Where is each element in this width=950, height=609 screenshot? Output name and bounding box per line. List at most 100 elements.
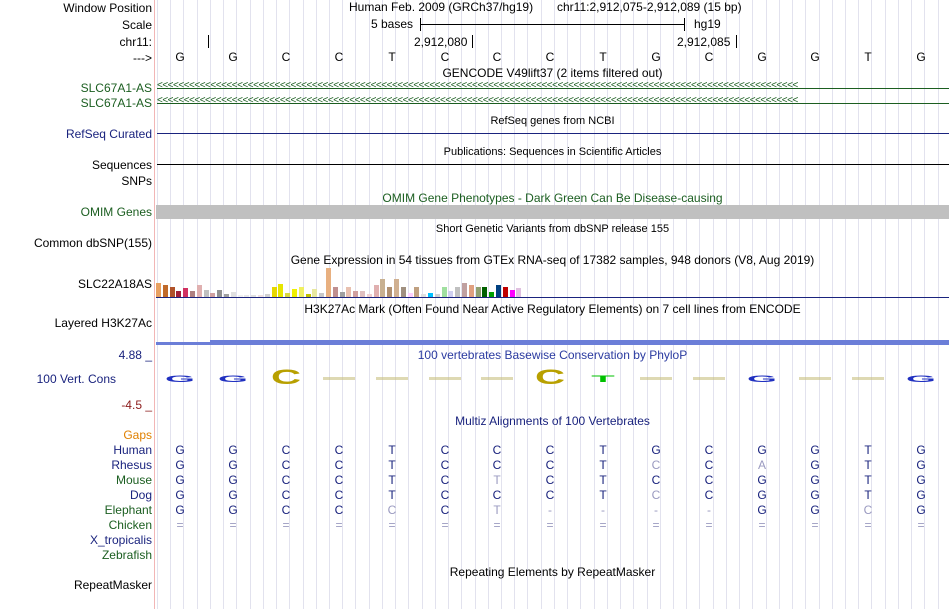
conservation-letter[interactable] [640,377,672,380]
gtex-label[interactable]: SLC22A18AS [77,277,152,291]
position-readout[interactable]: chr11:2,912,075-2,912,089 (15 bp) [557,0,742,14]
gtex-tissue-bar[interactable] [224,294,229,297]
gtex-tissue-bar[interactable] [360,291,365,297]
gtex-tissue-bar[interactable] [373,285,379,297]
gtex-tissue-bar[interactable] [176,291,182,297]
gtex-tissue-bar[interactable] [489,292,495,297]
gaps-label[interactable]: Gaps [123,428,152,442]
gtex-tissue-bar[interactable] [414,287,420,297]
gtex-tissue-bar[interactable] [258,295,263,297]
gtex-tissue-bar[interactable] [237,295,243,297]
gencode-track-title[interactable]: GENCODE V49lift37 (2 items filtered out) [442,66,663,80]
gtex-tissue-bar[interactable] [434,294,440,297]
refseq-track-title[interactable]: RefSeq genes from NCBI [490,115,615,127]
gtex-tissue-bar[interactable] [475,287,481,297]
gtex-tissue-bar[interactable] [264,294,270,297]
omim-track-title[interactable]: OMIM Gene Phenotypes - Dark Green Can Be… [382,191,723,205]
h3k27ac-signal-low[interactable] [156,342,210,345]
conservation-letter[interactable] [429,377,461,380]
multiz-track-title[interactable]: Multiz Alignments of 100 Vertebrates [455,414,650,428]
gtex-tissue-bar[interactable] [210,293,216,297]
dbsnp-track-title[interactable]: Short Genetic Variants from dbSNP releas… [435,223,670,235]
gtex-tissue-bar[interactable] [380,279,386,297]
dbsnp-label[interactable]: Common dbSNP(155) [33,236,152,250]
gtex-tissue-bar[interactable] [366,294,372,297]
omim-phenotype-bar[interactable] [156,205,949,219]
gtex-tissue-bar[interactable] [156,283,161,297]
conservation-letter[interactable]: G [218,375,248,385]
gtex-track-title[interactable]: Gene Expression in 54 tissues from GTEx … [290,253,815,267]
conservation-letter[interactable] [799,377,831,380]
conservation-letter[interactable] [693,377,725,380]
gtex-tissue-bar[interactable] [292,289,297,297]
conservation-letter[interactable]: T [591,375,615,385]
gtex-tissue-bar[interactable] [217,290,223,297]
conservation-letter[interactable]: C [534,365,566,389]
gtex-tissue-bar[interactable] [462,283,467,297]
gtex-tissue-bar[interactable] [441,287,447,297]
h3k27ac-label[interactable]: Layered H3K27Ac [54,316,152,330]
gtex-tissue-bar[interactable] [196,285,202,297]
gtex-tissue-bar[interactable] [387,287,393,297]
gtex-tissue-bar[interactable] [230,292,236,297]
multiz-species-label[interactable]: Mouse [115,473,152,487]
conservation-letter[interactable]: G [747,375,777,385]
multiz-species-label[interactable]: Elephant [104,503,152,517]
phylop-track-title[interactable]: 100 vertebrates Basewise Conservation by… [417,348,688,362]
multiz-species-label[interactable]: Human [113,443,152,457]
multiz-species-label[interactable]: Zebrafish [101,548,152,562]
gtex-tissue-bar[interactable] [278,284,284,297]
gtex-tissue-bar[interactable] [285,293,291,297]
gtex-tissue-bar[interactable] [394,279,399,297]
gtex-tissue-bar[interactable] [509,290,515,297]
cons-track-label[interactable]: 100 Vert. Cons [36,372,116,386]
gtex-tissue-bar[interactable] [162,285,168,297]
refseq-label[interactable]: RefSeq Curated [65,127,152,141]
gtex-tissue-bar[interactable] [326,268,331,297]
gtex-tissue-bar[interactable] [305,294,311,297]
multiz-species-label[interactable]: Dog [129,488,152,502]
gtex-tissue-bar[interactable] [407,293,413,297]
conservation-letter[interactable]: C [270,365,302,389]
gtex-tissue-bar[interactable] [183,288,189,297]
gtex-tissue-bar[interactable] [400,287,406,297]
conservation-letter[interactable] [852,377,884,380]
conservation-letter[interactable] [323,377,355,380]
gtex-tissue-bar[interactable] [244,295,250,297]
h3k27ac-signal[interactable] [210,340,949,345]
repeatmasker-track-title[interactable]: Repeating Elements by RepeatMasker [449,565,656,579]
omim-label[interactable]: OMIM Genes [80,205,152,219]
gencode-transcript-1[interactable]: <<<<<<<<<<<<<<<<<<<<<<<<<<<<<<<<<<<<<<<<… [157,82,949,94]
gtex-tissue-bar[interactable] [428,293,433,297]
conservation-letter[interactable] [481,377,513,380]
gtex-tissue-bar[interactable] [190,291,195,297]
multiz-species-label[interactable]: X_tropicalis [89,533,152,547]
conservation-letter[interactable]: G [906,375,936,385]
repeatmasker-label[interactable]: RepeatMasker [73,578,152,592]
gtex-tissue-bar[interactable] [468,285,474,297]
gtex-tissue-bar[interactable] [203,290,209,297]
gencode-transcript-2[interactable]: <<<<<<<<<<<<<<<<<<<<<<<<<<<<<<<<<<<<<<<<… [157,97,949,109]
conservation-letter[interactable]: G [165,375,195,385]
gtex-tissue-bar[interactable] [353,291,359,297]
gtex-tissue-bar[interactable] [502,287,508,297]
gencode-label-2[interactable]: SLC67A1-AS [80,96,152,110]
gtex-tissue-bar[interactable] [319,293,325,297]
multiz-species-label[interactable]: Rhesus [111,458,152,472]
h3k27ac-track-title[interactable]: H3K27Ac Mark (Often Found Near Active Re… [304,302,801,316]
snps-label[interactable]: SNPs [121,174,152,188]
refseq-gene-line[interactable] [157,133,949,134]
gtex-tissue-bar[interactable] [339,292,345,297]
gtex-tissue-bar[interactable] [482,287,488,297]
publications-track-title[interactable]: Publications: Sequences in Scientific Ar… [443,146,662,158]
gtex-expression-bars[interactable] [156,267,536,297]
gtex-tissue-bar[interactable] [298,287,304,297]
gtex-tissue-bar[interactable] [448,291,454,297]
gtex-tissue-bar[interactable] [346,287,352,297]
gtex-tissue-bar[interactable] [332,287,338,297]
conservation-letter[interactable] [376,377,408,380]
gtex-tissue-bar[interactable] [496,285,501,297]
gencode-label-1[interactable]: SLC67A1-AS [80,81,152,95]
sequences-label[interactable]: Sequences [91,158,152,172]
